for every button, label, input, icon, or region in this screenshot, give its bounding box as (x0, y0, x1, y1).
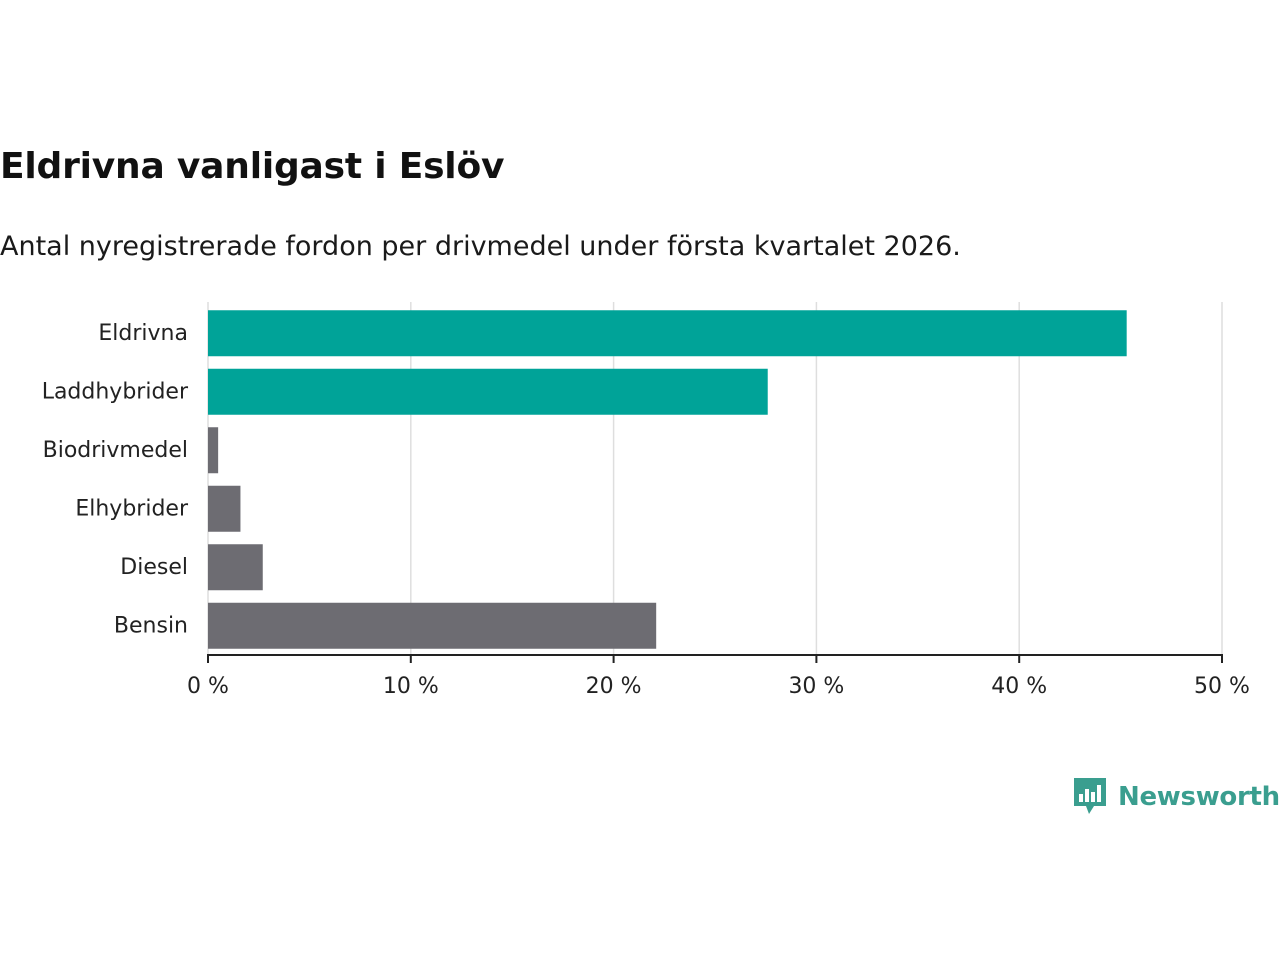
bar-biodrivmedel (208, 427, 219, 474)
x-tick-label-5: 50 % (1194, 674, 1250, 699)
bar-bensin (208, 602, 657, 649)
bars (208, 310, 1127, 649)
x-tick-label-2: 20 % (586, 674, 642, 699)
category-label-elhybrider: Elhybrider (75, 496, 189, 521)
category-label-diesel: Diesel (120, 555, 188, 580)
gridlines (207, 302, 1223, 655)
category-label-eldrivna: Eldrivna (98, 321, 188, 346)
category-label-bensin: Bensin (114, 613, 188, 638)
newsworthy-logo-icon (1074, 778, 1106, 814)
x-tick-label-1: 10 % (383, 674, 439, 699)
category-labels: Eldrivna Laddhybrider Biodrivmedel Elhybrid… (42, 321, 189, 639)
x-tick-label-4: 40 % (991, 674, 1047, 699)
x-axis: 0 % 10 % 20 % 30 % 40 % 50 % (187, 654, 1250, 699)
x-tick-label-3: 30 % (788, 674, 844, 699)
newsworthy-brand: Newsworthy (1072, 776, 1280, 818)
x-tick-label-0: 0 % (187, 674, 229, 699)
chart-subtitle: Antal nyregistrerade fordon per drivmede… (0, 231, 961, 262)
bar-eldrivna (208, 310, 1127, 357)
bar-laddhybrider (208, 368, 768, 415)
bar-diesel (208, 544, 263, 591)
category-label-biodrivmedel: Biodrivmedel (43, 438, 188, 463)
brand-name: Newsworthy (1118, 782, 1280, 812)
chart-title: Eldrivna vanligast i Eslöv (0, 146, 505, 187)
category-label-laddhybrider: Laddhybrider (42, 379, 189, 404)
bar-elhybrider (208, 485, 241, 532)
